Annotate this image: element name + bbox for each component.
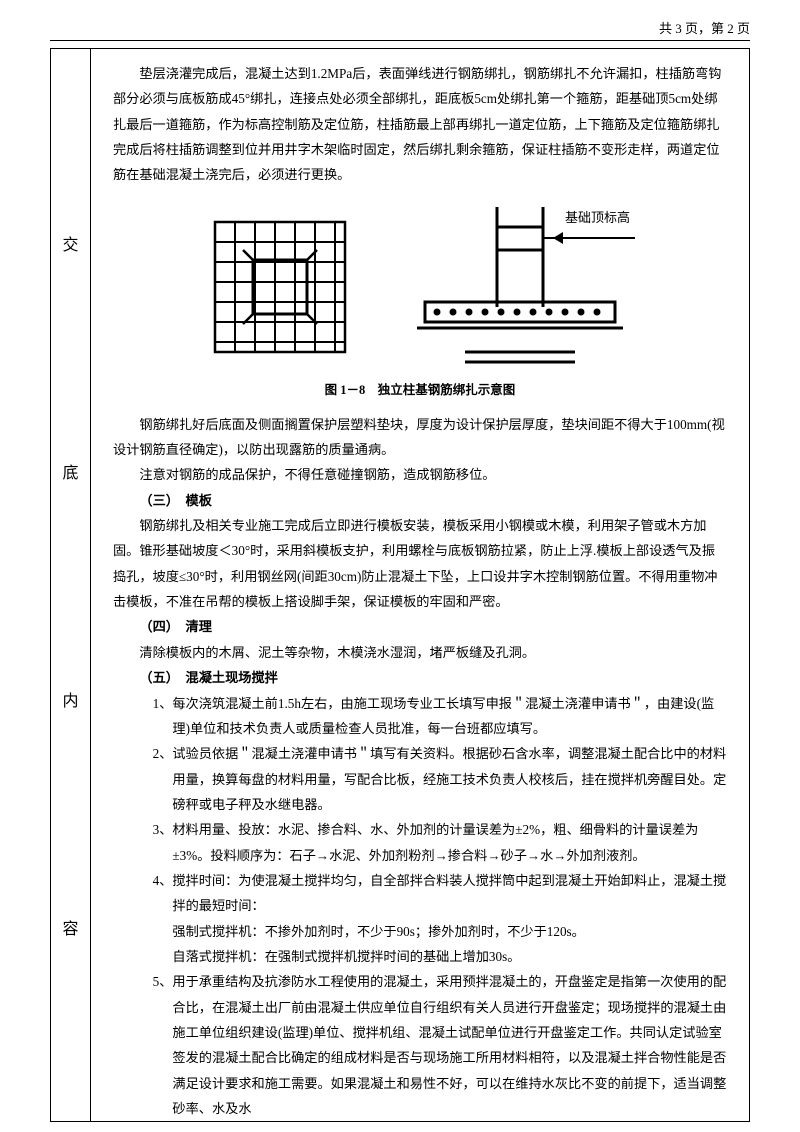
side-char-3: 内	[62, 687, 78, 711]
side-column: 交 底 内 容	[51, 49, 91, 1121]
page-number: 共 3 页，第 2 页	[659, 18, 750, 37]
paragraph-3: 注意对钢筋的成品保护，不得任意碰撞钢筋，造成钢筋移位。	[113, 462, 727, 487]
paragraph-5: 清除模板内的木屑、泥土等杂物，木模浇水湿润，堵严板缝及孔洞。	[113, 640, 727, 665]
section-4-title: （四） 清理	[113, 614, 727, 639]
top-divider	[50, 40, 750, 41]
section-5-title: （五） 混凝土现场搅拌	[113, 665, 727, 690]
side-char-4: 容	[62, 915, 78, 939]
list-item-4a: 强制式搅拌机：不掺外加剂时，不少于90s；掺外加剂时，不少于120s。	[113, 919, 727, 944]
figure-caption: 图 1－8 独立柱基钢筋绑扎示意图	[113, 378, 727, 402]
side-char-2: 底	[62, 459, 78, 483]
list-item-1: 1、每次浇筑混凝土前1.5h左右，由施工现场专业工长填写申报＂混凝土浇灌申请书＂…	[133, 691, 727, 742]
rebar-section-diagram: 基础顶标高	[405, 202, 635, 372]
side-char-1: 交	[62, 231, 78, 255]
list-item-4b: 自落式搅拌机：在强制式搅拌机搅拌时间的基础上增加30s。	[113, 944, 727, 969]
figure-area: 基础顶标高	[113, 202, 727, 372]
list-item-2: 2、试验员依据＂混凝土浇灌申请书＂填写有关资料。根据砂石含水率，调整混凝土配合比…	[133, 741, 727, 817]
paragraph-1: 垫层浇灌完成后，混凝土达到1.2MPa后，表面弹线进行钢筋绑扎，钢筋绑扎不允许漏…	[113, 61, 727, 188]
content-column: 垫层浇灌完成后，混凝土达到1.2MPa后，表面弹线进行钢筋绑扎，钢筋绑扎不允许漏…	[91, 49, 749, 1121]
paragraph-4: 钢筋绑扎及相关专业施工完成后立即进行模板安装，模板采用小钢模或木模，利用架子管或…	[113, 513, 727, 614]
list-item-5: 5、用于承重结构及抗渗防水工程使用的混凝土，采用预拌混凝土的，开盘鉴定是指第一次…	[133, 969, 727, 1121]
paragraph-2: 钢筋绑扎好后底面及侧面搁置保护层塑料垫块，厚度为设计保护层厚度，垫块间距不得大于…	[113, 412, 727, 463]
list-item-4: 4、搅拌时间：为使混凝土搅拌均匀，自全部拌合料装人搅拌筒中起到混凝土开始卸料止，…	[133, 868, 727, 919]
fig-top-label: 基础顶标高	[565, 210, 630, 225]
section-3-title: （三） 模板	[113, 488, 727, 513]
main-frame: 交 底 内 容 垫层浇灌完成后，混凝土达到1.2MPa后，表面弹线进行钢筋绑扎，…	[50, 48, 750, 1122]
list-item-3: 3、材料用量、投放：水泥、掺合料、水、外加剂的计量误差为±2%，粗、细骨料的计量…	[133, 817, 727, 868]
rebar-plan-diagram	[205, 212, 355, 362]
